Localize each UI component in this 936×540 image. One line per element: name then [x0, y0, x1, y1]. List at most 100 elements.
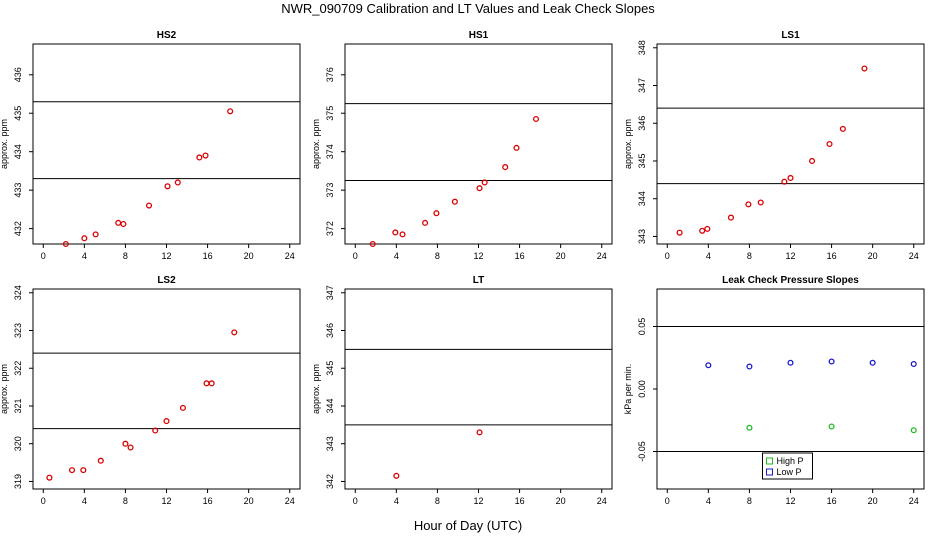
- panel-3-data-point: [757, 199, 764, 206]
- panel-4-x-tick-label: 4: [82, 496, 87, 506]
- panel-4-data-point: [127, 444, 134, 451]
- panel-2-data-point: [451, 198, 458, 205]
- panel-4-title: LS2: [157, 275, 176, 286]
- panel-5-y-tick-label: 345: [325, 361, 335, 376]
- panel-6-title: Leak Check Pressure Slopes: [722, 275, 859, 286]
- panel-6-data-point: [828, 423, 835, 430]
- figure-title: NWR_090709 Calibration and LT Values and…: [281, 1, 655, 16]
- panel-4-x-tick-label: 8: [123, 496, 128, 506]
- panel-6-y-tick-label: -0.05: [637, 441, 647, 462]
- panel-1-data-point: [120, 220, 127, 228]
- panel-3-x-tick-label: 20: [868, 251, 878, 261]
- panel-4-data-point: [208, 380, 215, 387]
- panel-2-x-tick-label: 4: [394, 251, 399, 261]
- panel-6-y-tick-label: 0.00: [637, 380, 647, 398]
- panel-3-y-tick-label: 348: [637, 40, 647, 55]
- panel-5-x-tick-label: 8: [435, 496, 440, 506]
- panel-1-x-tick-label: 20: [244, 251, 254, 261]
- panel-4-y-axis-label: approx. ppm: [0, 364, 9, 414]
- panel-6-legend: [762, 452, 813, 480]
- panel-2-data-point: [476, 185, 483, 192]
- panel-1-frame: [32, 43, 301, 245]
- panel-6-legend-marker: [766, 468, 773, 476]
- panel-4-data-point: [46, 474, 53, 481]
- panel-3-y-tick-label: 345: [637, 153, 647, 168]
- panel-4-frame: [32, 288, 301, 490]
- panel-3-y-tick-label: 346: [637, 116, 647, 131]
- panel-4-x-tick-label: 20: [244, 496, 254, 506]
- panel-6-y-axis-label: kPa per min.: [623, 364, 633, 415]
- panel-5-x-tick-label: 20: [556, 496, 566, 506]
- panel-2-x-tick-label: 0: [353, 251, 358, 261]
- panel-2-data-point: [433, 210, 440, 217]
- panel-5-x-tick-label: 4: [394, 496, 399, 506]
- panel-2-y-tick-label: 375: [325, 106, 335, 121]
- panel-2-x-tick-label: 12: [473, 251, 483, 261]
- panel-3-x-tick-label: 12: [785, 251, 795, 261]
- panel-4-data-point: [203, 380, 210, 387]
- panel-6-x-tick-label: 20: [868, 496, 878, 506]
- panel-4-y-tick-label: 322: [13, 361, 23, 376]
- panel-5-y-tick-label: 347: [325, 285, 335, 300]
- panel-2-x-tick-label: 20: [556, 251, 566, 261]
- panel-4-y-tick-label: 323: [13, 323, 23, 338]
- panel-3-title: LS1: [781, 30, 800, 41]
- panel-3-y-tick-label: 344: [637, 191, 647, 206]
- panel-1-y-tick-label: 432: [13, 221, 23, 236]
- panel-1-data-point: [164, 183, 171, 190]
- panel-5-frame: [344, 288, 613, 490]
- panel-1-y-axis-label: approx. ppm: [0, 119, 9, 169]
- panel-4-data-point: [80, 467, 87, 474]
- panel-3-data-point: [861, 65, 868, 72]
- panel-6-x-tick-label: 12: [785, 496, 795, 506]
- panel-4-data-point: [68, 467, 76, 474]
- panel-1-y-tick-label: 433: [13, 183, 23, 198]
- panel-1-data-point: [115, 219, 122, 226]
- panel-1-y-tick-label: 435: [13, 106, 23, 121]
- panel-1-data-point: [202, 152, 209, 159]
- panel-6-x-tick-label: 16: [827, 496, 837, 506]
- panel-1-data-point: [92, 231, 99, 238]
- panel-2-y-tick-label: 376: [325, 67, 335, 82]
- panel-4-y-tick-label: 319: [13, 474, 23, 489]
- panel-1-y-tick-label: 434: [13, 144, 23, 159]
- panel-1-title: HS2: [157, 30, 177, 41]
- panel-2-data-point: [532, 115, 540, 123]
- panel-1-data-point: [81, 235, 88, 242]
- panel-5-x-tick-label: 24: [597, 496, 607, 506]
- panel-2-data-point: [369, 240, 376, 248]
- panel-3-frame: [656, 43, 925, 245]
- panel-6-data-point: [746, 363, 753, 370]
- panel-3-x-tick-label: 24: [909, 251, 919, 261]
- panel-2-x-tick-label: 16: [515, 251, 525, 261]
- panel-6-data-point: [910, 360, 917, 368]
- panel-3-data-point: [809, 157, 816, 165]
- panel-5-y-axis-label: approx. ppm: [311, 364, 321, 414]
- panel-4-x-tick-label: 12: [161, 496, 171, 506]
- panel-2-x-tick-label: 8: [435, 251, 440, 261]
- panel-2-data-point: [502, 164, 509, 171]
- panel-3-x-tick-label: 16: [827, 251, 837, 261]
- panel-6-y-tick-label: 0.05: [637, 318, 647, 336]
- panel-6-data-point: [705, 362, 712, 369]
- panel-6-data-point: [869, 359, 876, 366]
- panel-4-y-tick-label: 324: [13, 285, 23, 300]
- panel-6-data-point: [787, 359, 794, 366]
- panel-6-x-tick-label: 24: [909, 496, 919, 506]
- panel-6-legend-label: Low P: [777, 467, 802, 477]
- panel-4-data-point: [152, 427, 159, 434]
- panel-4-data-point: [97, 457, 104, 464]
- panel-3-data-point: [781, 178, 788, 185]
- x-axis-label: Hour of Day (UTC): [413, 518, 523, 533]
- panel-1-data-point: [227, 108, 234, 115]
- panel-3-y-tick-label: 347: [637, 78, 647, 93]
- panel-5-data-point: [476, 429, 483, 436]
- panel-5-y-tick-label: 346: [325, 323, 335, 338]
- panel-2-title: HS1: [469, 30, 489, 41]
- panel-1-x-tick-label: 0: [41, 251, 46, 261]
- panel-3-y-axis-label: approx. ppm: [623, 119, 633, 169]
- panel-2-x-tick-label: 24: [597, 251, 607, 261]
- panel-2-data-point: [422, 219, 429, 226]
- panel-5-x-tick-label: 0: [353, 496, 358, 506]
